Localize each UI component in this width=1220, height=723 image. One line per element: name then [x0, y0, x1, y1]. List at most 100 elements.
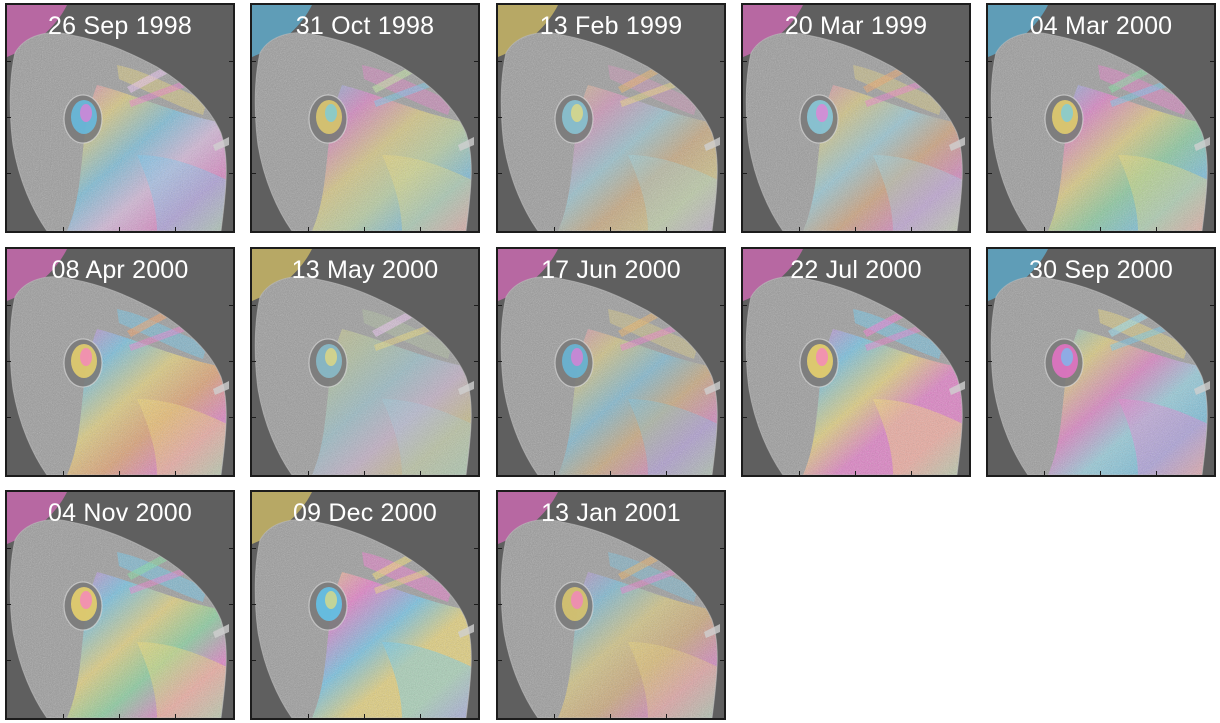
axis-tick — [720, 548, 724, 549]
axis-tick — [252, 361, 256, 362]
axis-tick — [743, 361, 747, 362]
axis-tick — [252, 604, 256, 605]
axis-tick — [474, 117, 478, 118]
acquisition-date-label: 04 Mar 2000 — [1029, 12, 1173, 40]
axis-tick — [855, 227, 856, 231]
axis-tick — [1044, 471, 1045, 475]
interferogram-panel: 30 Sep 2000 — [986, 247, 1216, 477]
axis-tick — [229, 548, 233, 549]
axis-tick — [498, 173, 502, 174]
axis-tick — [252, 548, 256, 549]
axis-tick — [911, 471, 912, 475]
axis-tick — [7, 660, 11, 661]
interferogram-panel: 17 Jun 2000 — [496, 247, 726, 477]
acquisition-date-label: 13 Feb 1999 — [539, 12, 683, 40]
interferogram-image — [988, 249, 1214, 475]
axis-tick — [743, 117, 747, 118]
interferogram-panel: 04 Nov 2000 — [5, 490, 235, 720]
axis-tick — [720, 660, 724, 661]
axis-tick — [988, 361, 992, 362]
axis-tick — [855, 471, 856, 475]
axis-tick — [554, 471, 555, 475]
axis-tick — [474, 61, 478, 62]
interferogram-panel: 13 Jan 2001 — [496, 490, 726, 720]
acquisition-date-label: 30 Sep 2000 — [1029, 256, 1173, 284]
axis-tick — [988, 417, 992, 418]
axis-tick — [610, 714, 611, 718]
axis-tick — [1210, 305, 1214, 306]
axis-tick — [554, 227, 555, 231]
axis-tick — [720, 173, 724, 174]
axis-tick — [308, 227, 309, 231]
acquisition-date-label: 31 Oct 1998 — [295, 12, 435, 40]
axis-tick — [610, 227, 611, 231]
axis-tick — [498, 417, 502, 418]
axis-tick — [743, 305, 747, 306]
axis-tick — [1210, 61, 1214, 62]
axis-tick — [1210, 117, 1214, 118]
axis-tick — [119, 714, 120, 718]
axis-tick — [308, 714, 309, 718]
axis-tick — [965, 61, 969, 62]
axis-tick — [63, 471, 64, 475]
axis-tick — [1210, 417, 1214, 418]
interferogram-panel: 13 Feb 1999 — [496, 3, 726, 233]
axis-tick — [743, 417, 747, 418]
axis-tick — [175, 714, 176, 718]
acquisition-date-label: 08 Apr 2000 — [51, 256, 189, 284]
axis-tick — [364, 714, 365, 718]
axis-tick — [7, 417, 11, 418]
acquisition-date-label: 26 Sep 1998 — [48, 12, 192, 40]
axis-tick — [1044, 227, 1045, 231]
axis-tick — [7, 361, 11, 362]
axis-tick — [474, 173, 478, 174]
axis-tick — [965, 361, 969, 362]
interferogram-panel: 04 Mar 2000 — [986, 3, 1216, 233]
axis-tick — [63, 227, 64, 231]
axis-tick — [666, 471, 667, 475]
axis-tick — [308, 471, 309, 475]
axis-tick — [720, 417, 724, 418]
axis-tick — [666, 714, 667, 718]
axis-tick — [988, 117, 992, 118]
axis-tick — [364, 471, 365, 475]
axis-tick — [7, 305, 11, 306]
axis-tick — [474, 361, 478, 362]
interferogram-image — [498, 492, 724, 718]
interferogram-panel: 31 Oct 1998 — [250, 3, 480, 233]
axis-tick — [474, 305, 478, 306]
interferogram-image — [252, 492, 478, 718]
acquisition-date-label: 20 Mar 1999 — [784, 12, 928, 40]
axis-tick — [474, 417, 478, 418]
axis-tick — [229, 173, 233, 174]
axis-tick — [911, 227, 912, 231]
axis-tick — [229, 61, 233, 62]
interferogram-panel: 26 Sep 1998 — [5, 3, 235, 233]
interferogram-image — [498, 249, 724, 475]
axis-tick — [743, 173, 747, 174]
axis-tick — [119, 471, 120, 475]
axis-tick — [720, 604, 724, 605]
acquisition-date-label: 22 Jul 2000 — [790, 256, 922, 284]
axis-tick — [1100, 471, 1101, 475]
axis-tick — [252, 305, 256, 306]
axis-tick — [229, 117, 233, 118]
axis-tick — [119, 227, 120, 231]
acquisition-date-label: 17 Jun 2000 — [541, 256, 681, 284]
interferogram-image — [7, 249, 233, 475]
axis-tick — [965, 117, 969, 118]
axis-tick — [420, 714, 421, 718]
axis-tick — [175, 471, 176, 475]
axis-tick — [7, 117, 11, 118]
axis-tick — [720, 61, 724, 62]
acquisition-date-label: 13 May 2000 — [291, 256, 439, 284]
interferogram-image — [7, 5, 233, 231]
axis-tick — [743, 61, 747, 62]
axis-tick — [252, 173, 256, 174]
interferogram-image — [988, 5, 1214, 231]
axis-tick — [229, 660, 233, 661]
axis-tick — [498, 548, 502, 549]
interferogram-panel: 20 Mar 1999 — [741, 3, 971, 233]
axis-tick — [1210, 361, 1214, 362]
